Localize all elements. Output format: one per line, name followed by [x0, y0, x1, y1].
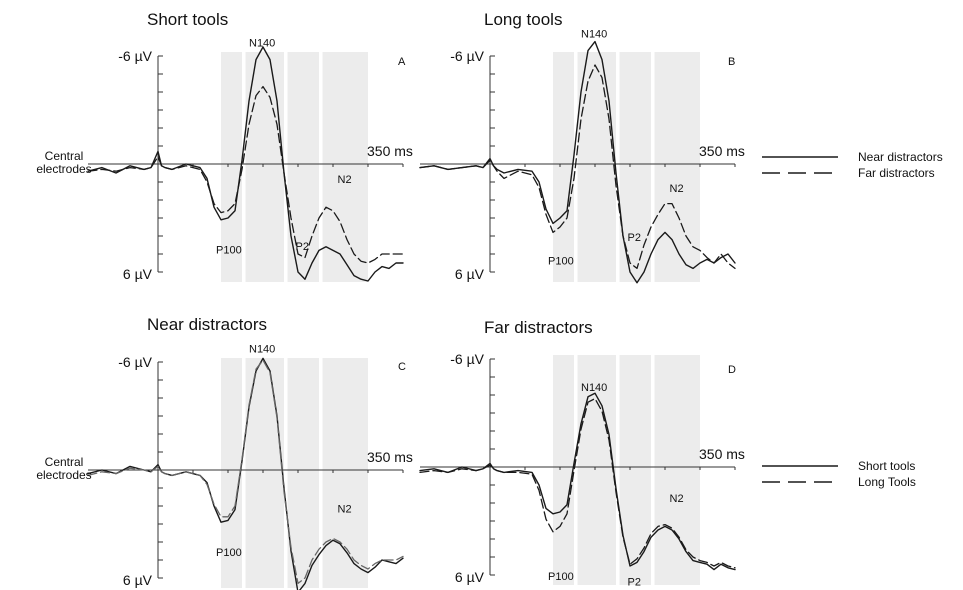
x-end-label: 350 ms [367, 143, 413, 159]
y-top-label: -6 µV [118, 48, 152, 64]
component-label-n2: N2 [338, 174, 352, 186]
shaded-window [577, 52, 616, 282]
x-end-label: 350 ms [699, 143, 745, 159]
component-label-n2: N2 [670, 493, 684, 505]
shaded-window [221, 52, 242, 282]
component-label-n2: N2 [338, 503, 352, 515]
shaded-window [577, 355, 616, 585]
series-line-1 [87, 46, 404, 282]
x-end-label: 350 ms [699, 446, 745, 462]
series-line-2 [87, 359, 404, 585]
panel-title: Far distractors [484, 318, 593, 337]
component-label-p2: P2 [628, 232, 641, 244]
shaded-window [654, 355, 700, 585]
y-bottom-label: 6 µV [123, 266, 153, 282]
legend-label: Far distractors [858, 166, 935, 180]
panel-b: Long tools B -6 µV 6 µV 350 ms N140 P100 P2 N2 [419, 10, 745, 284]
series-line-1 [419, 392, 736, 571]
component-label-n140: N140 [249, 38, 275, 50]
row-label: electrodes [36, 162, 91, 176]
shaded-window [619, 355, 651, 585]
component-label-p100: P100 [548, 571, 574, 583]
x-end-label: 350 ms [367, 449, 413, 465]
row-label: electrodes [36, 468, 91, 482]
component-label-p100: P100 [216, 547, 242, 559]
panel-letter: A [398, 56, 406, 68]
panel-letter: B [728, 56, 735, 68]
panel-title: Near distractors [147, 315, 267, 334]
panel-c: Near distractors C -6 µV 6 µV 350 ms N140 P100… [87, 315, 413, 590]
legend-2: Short tools Long Tools [762, 459, 916, 489]
shaded-window [322, 358, 368, 588]
series-line-2 [87, 85, 404, 264]
shaded-window [287, 358, 319, 588]
y-bottom-label: 6 µV [123, 572, 153, 588]
legend-label: Long Tools [858, 475, 916, 489]
panel-letter: C [398, 361, 406, 373]
row-label: Central [45, 455, 84, 469]
y-top-label: -6 µV [450, 351, 484, 367]
shaded-window [654, 52, 700, 282]
component-label-p2: P2 [628, 576, 641, 588]
legend-label: Short tools [858, 459, 915, 473]
y-top-label: -6 µV [118, 354, 152, 370]
series-line-2 [419, 64, 736, 270]
component-label-p100: P100 [216, 245, 242, 257]
shaded-window [619, 52, 651, 282]
row-label: Central [45, 149, 84, 163]
y-bottom-label: 6 µV [455, 266, 485, 282]
shaded-window [553, 355, 574, 585]
y-top-label: -6 µV [450, 48, 484, 64]
component-label-n140: N140 [581, 29, 607, 41]
panel-letter: D [728, 364, 736, 376]
legend-label: Near distractors [858, 150, 943, 164]
panel-d: Far distractors D -6 µV 6 µV 350 ms N140 P100 P… [419, 318, 745, 588]
y-bottom-label: 6 µV [455, 569, 485, 585]
component-label-n140: N140 [249, 344, 275, 356]
panel-a: Short tools A -6 µV 6 µV 350 ms N140 P100 P2 N2 [87, 10, 413, 282]
shaded-window [322, 52, 368, 282]
legend-1: Near distractors Far distractors [762, 150, 943, 180]
panel-title: Long tools [484, 10, 562, 29]
shaded-window [221, 358, 242, 588]
series-line-2 [419, 397, 736, 569]
component-label-p100: P100 [548, 255, 574, 267]
component-label-p2: P2 [296, 241, 309, 253]
panel-title: Short tools [147, 10, 228, 29]
shaded-window [553, 52, 574, 282]
shaded-window [245, 358, 284, 588]
component-label-n140: N140 [581, 382, 607, 394]
component-label-n2: N2 [670, 183, 684, 195]
